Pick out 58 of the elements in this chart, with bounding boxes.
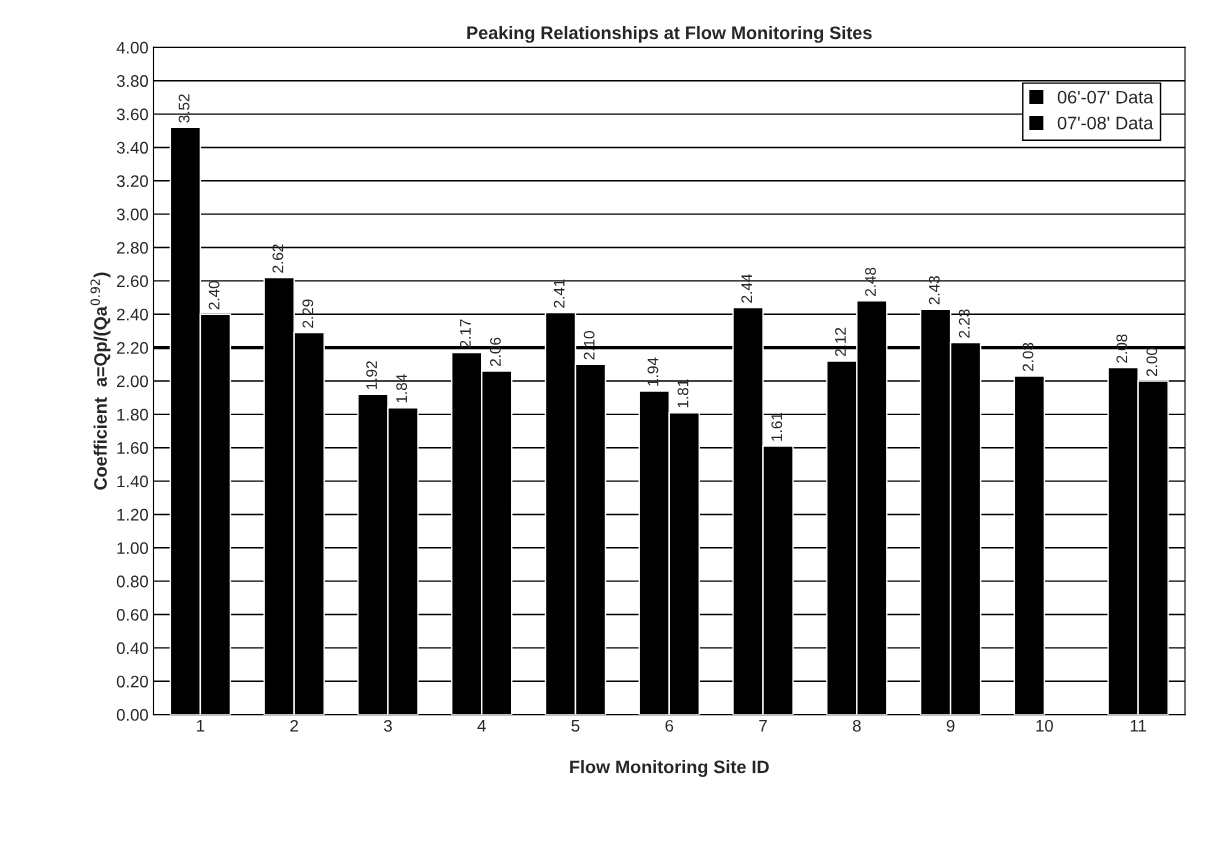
text: 2.60	[117, 275, 148, 288]
x-tick-label: 1	[197, 720, 205, 732]
data-label: 1.84	[396, 374, 408, 403]
text: 2.00	[117, 375, 148, 388]
data-label: 2.41	[553, 279, 565, 308]
text: 0.40	[116, 642, 148, 655]
data-label: 1.94	[647, 357, 659, 386]
text: 0.00	[116, 709, 148, 721]
data-label: 1.81	[677, 379, 689, 408]
x-tick-label: 6	[665, 719, 674, 732]
text: 1.20	[117, 508, 148, 521]
x-tick-label: 3	[383, 719, 392, 732]
x-tick-label: 2	[290, 719, 298, 732]
chart-title: Peaking Relationships at Flow Monitoring Sites	[467, 25, 872, 43]
data-label: 2.12	[835, 327, 846, 357]
data-label: 2.44	[741, 274, 752, 303]
data-label: 2.17	[459, 319, 471, 348]
data-label: 2.06	[490, 337, 501, 367]
x-tick-label: 9	[946, 719, 955, 732]
data-label: 2.29	[302, 299, 314, 328]
text: 1.00	[117, 542, 148, 555]
text: 1.60	[117, 442, 148, 454]
text: 1.80	[117, 408, 148, 421]
x-tick-label: 11	[1130, 720, 1146, 732]
x-tick-label: 7	[759, 720, 767, 732]
text: 0.60	[116, 608, 148, 621]
data-label: 2.10	[583, 331, 595, 360]
x-tick-label: 10	[1036, 719, 1053, 732]
text: 3.00	[116, 208, 148, 221]
data-label: 1.92	[366, 361, 378, 390]
text: 1.40	[117, 475, 148, 488]
text: 0.80	[116, 575, 148, 588]
text: 2.20	[117, 342, 148, 354]
text: 4.00	[116, 41, 148, 54]
y-axis-title: Coefficient a=Qp/(Qa$^{0.92}$)	[90, 272, 111, 490]
data-label: 3.52	[178, 94, 190, 123]
data-label: 1.61	[771, 412, 783, 441]
text: 3.80	[116, 75, 148, 87]
text: 3.40	[116, 141, 148, 154]
data-label: 2.03	[1022, 342, 1034, 372]
data-label: 2.43	[928, 276, 940, 305]
x-axis-title: Flow Monitoring Site ID	[570, 760, 769, 777]
data-label: 2.00	[1146, 347, 1158, 377]
x-tick-label: 4	[477, 720, 486, 732]
data-label: 2.40	[208, 280, 220, 310]
text: 0.20	[116, 675, 148, 688]
x-tick-label: 5	[571, 720, 580, 732]
data-label: 2.23	[958, 309, 970, 338]
x-tick-label: 8	[852, 719, 861, 732]
legend-label: 06'-07' Data	[1057, 90, 1154, 104]
legend-label: 07'-08' Data	[1057, 116, 1154, 130]
data-label: 2.08	[1116, 334, 1128, 363]
text: 3.60	[116, 108, 148, 121]
data-label: 2.48	[865, 267, 876, 296]
text: 2.40	[117, 308, 148, 321]
text: 2.80	[117, 241, 148, 254]
data-label: 2.62	[272, 244, 284, 273]
text: 3.20	[116, 175, 148, 188]
